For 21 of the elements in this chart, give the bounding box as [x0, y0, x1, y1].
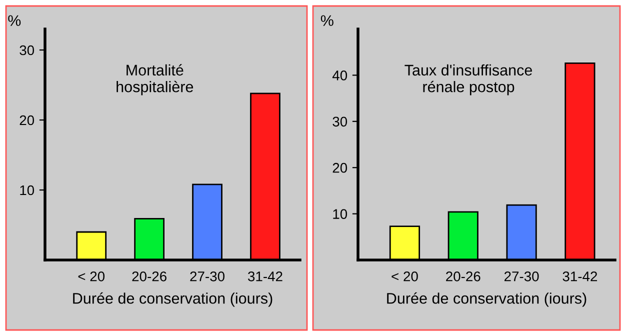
x-tick-label: 27-30 — [190, 271, 224, 282]
x-axis-title: Durée de conservation (iours) — [73, 292, 272, 307]
x-axis-title: Durée de conservation (iours) — [387, 292, 586, 307]
x-tick-label: < 20 — [392, 271, 418, 282]
y-tick-label: 30 — [20, 45, 34, 56]
x-tick-label: 31-42 — [248, 271, 282, 282]
y-tick-label: 20 — [20, 115, 34, 126]
x-tick-label: < 20 — [78, 271, 105, 282]
x-tick-label: 31-42 — [562, 271, 598, 282]
y-tick-label: 10 — [333, 209, 348, 219]
text: Taux d'insuffisance rénale postop — [404, 64, 532, 96]
text: Mortalité hospitalière — [116, 64, 194, 96]
y-tick-label: 30 — [332, 116, 348, 127]
x-tick-label: 20-26 — [132, 271, 166, 282]
y-tick-label: 10 — [20, 185, 34, 196]
y-tick-label: 40 — [332, 70, 348, 80]
y-tick-label: 20 — [332, 162, 348, 173]
x-tick-label: 27-30 — [504, 271, 539, 282]
y-axis-title: % — [8, 15, 21, 26]
x-tick-label: 20-26 — [446, 271, 480, 282]
y-axis-title: % — [320, 15, 334, 26]
